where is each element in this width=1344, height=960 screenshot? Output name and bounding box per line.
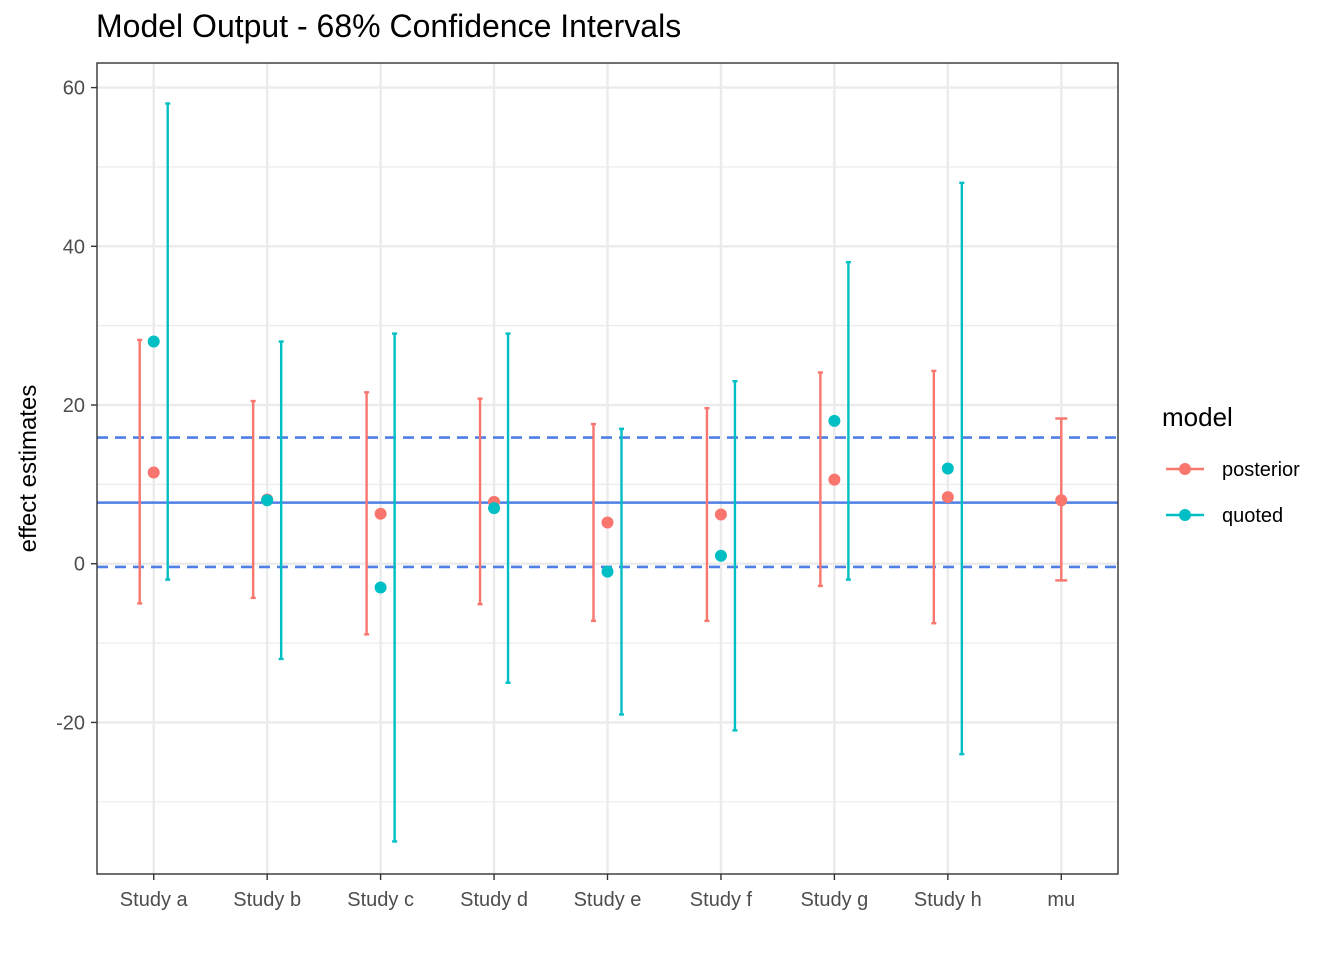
y-tick-label: 40 — [63, 236, 85, 258]
y-axis-title: effect estimates — [15, 385, 42, 553]
y-tick-label: 60 — [63, 78, 85, 100]
legend-key-point — [1179, 463, 1191, 475]
legend: model posterior quoted — [1162, 402, 1300, 527]
y-tick-label: 0 — [74, 554, 85, 576]
point-posterior — [374, 507, 387, 520]
point-posterior — [714, 508, 727, 521]
x-tick-label: Study a — [120, 889, 189, 911]
point-quoted — [601, 565, 614, 578]
legend-label: posterior — [1222, 459, 1300, 481]
point-quoted — [714, 549, 727, 562]
legend-title: model — [1162, 402, 1233, 432]
point-quoted — [941, 462, 954, 475]
chart-title: Model Output - 68% Confidence Intervals — [96, 8, 682, 44]
x-tick-label: Study f — [690, 889, 753, 911]
x-tick-label: Study g — [800, 889, 868, 911]
legend-key-point — [1179, 509, 1191, 521]
point-quoted — [488, 502, 501, 515]
x-tick-label: Study c — [347, 889, 414, 911]
point-quoted — [147, 335, 160, 348]
x-tick-label: Study b — [233, 889, 301, 911]
point-quoted — [374, 581, 387, 594]
point-posterior — [1055, 494, 1068, 507]
x-tick-label: mu — [1047, 889, 1075, 911]
grid-lines — [97, 63, 1118, 874]
point-quoted — [261, 494, 274, 507]
x-tick-label: Study d — [460, 889, 528, 911]
axes: -20 0 20 40 60 Study a Study b Study c Study d St… — [56, 78, 1075, 911]
x-tick-label: Study e — [574, 889, 642, 911]
y-tick-label: -20 — [56, 712, 85, 734]
legend-label: quoted — [1222, 505, 1283, 527]
point-posterior — [601, 516, 614, 529]
x-tick-label: Study h — [914, 889, 982, 911]
y-tick-label: 20 — [63, 395, 85, 417]
point-posterior — [828, 473, 841, 486]
point-posterior — [147, 466, 160, 479]
point-posterior — [941, 491, 954, 504]
data-marks — [137, 102, 1068, 843]
point-quoted — [828, 414, 841, 427]
